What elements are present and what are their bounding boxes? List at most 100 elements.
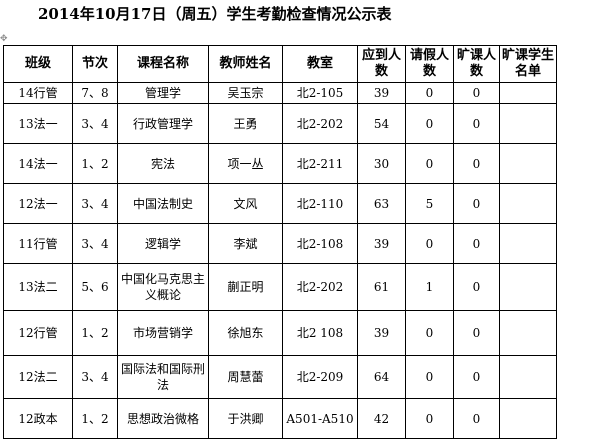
table-cell: 39 [357, 82, 406, 104]
table-cell: 于洪卿 [208, 398, 283, 439]
table-cell: 14法一 [3, 143, 73, 184]
table-cell: 1 [405, 263, 454, 311]
table-cell: 文风 [208, 183, 283, 224]
table-cell: 市场营销学 [117, 310, 209, 356]
table-cell: 0 [405, 143, 454, 184]
table-cell: 蒯正明 [208, 263, 283, 311]
column-header: 应到人数 [357, 45, 406, 83]
table-cell: 30 [357, 143, 406, 184]
column-header: 旷课人数 [453, 45, 500, 83]
table-cell: 0 [453, 263, 500, 311]
table-cell: 0 [405, 82, 454, 104]
table-cell: 0 [453, 183, 500, 224]
table-row: 14行管 7、8 管理学 吴玉宗 北2-105 39 0 0 [3, 82, 557, 104]
table-cell: 1、2 [72, 143, 118, 184]
table-cell: 北2-105 [282, 82, 358, 104]
table-cell: 北2-211 [282, 143, 358, 184]
table-cell: 0 [453, 310, 500, 356]
table-cell: 11行管 [3, 223, 73, 264]
table-cell: 北2-110 [282, 183, 358, 224]
table-cell [499, 103, 557, 144]
table-cell: 5 [405, 183, 454, 224]
table-cell: 0 [453, 223, 500, 264]
table-cell: 北2-209 [282, 355, 358, 399]
table-cell: 管理学 [117, 82, 209, 104]
column-header: 教室 [282, 45, 358, 83]
table-cell: 12行管 [3, 310, 73, 356]
table-cell: 0 [453, 398, 500, 439]
table-cell: 63 [357, 183, 406, 224]
table-cell: 北2-202 [282, 263, 358, 311]
table-cell: 3、4 [72, 355, 118, 399]
table-cell: 0 [453, 143, 500, 184]
table-cell [499, 398, 557, 439]
header-row: 班级 节次 课程名称 教师姓名 教室 应到人数 请假人数 旷课人数 旷课学生名单 [3, 45, 557, 83]
column-header: 教师姓名 [208, 45, 283, 83]
table-cell: 3、4 [72, 223, 118, 264]
table-move-handle-icon[interactable]: ✥ [0, 34, 8, 44]
table-cell: 0 [453, 103, 500, 144]
table-cell: 吴玉宗 [208, 82, 283, 104]
table-cell: 12政本 [3, 398, 73, 439]
table-cell: 北2 108 [282, 310, 358, 356]
table-cell: 1、2 [72, 310, 118, 356]
table-cell: 行政管理学 [117, 103, 209, 144]
table-cell: 3、4 [72, 183, 118, 224]
table-cell: 54 [357, 103, 406, 144]
table-cell: 64 [357, 355, 406, 399]
table-cell: 13法一 [3, 103, 73, 144]
table-cell: 国际法和国际刑法 [117, 355, 209, 399]
column-header: 课程名称 [117, 45, 209, 83]
table-cell: 7、8 [72, 82, 118, 104]
table-cell: 61 [357, 263, 406, 311]
table-row: 12行管 1、2 市场营销学 徐旭东 北2 108 39 0 0 [3, 310, 557, 356]
table-cell: 0 [405, 223, 454, 264]
table-cell [499, 183, 557, 224]
table-cell [499, 355, 557, 399]
table-cell: 周慧蕾 [208, 355, 283, 399]
table-cell: 13法二 [3, 263, 73, 311]
attendance-table: 班级 节次 课程名称 教师姓名 教室 应到人数 请假人数 旷课人数 旷课学生名单 14行管 7、8… [3, 45, 557, 439]
table-cell: 14行管 [3, 82, 73, 104]
table-cell: 3、4 [72, 103, 118, 144]
table-cell: 42 [357, 398, 406, 439]
table-row: 13法二 5、6 中国化马克思主义概论 蒯正明 北2-202 61 1 0 [3, 263, 557, 311]
table-cell: 5、6 [72, 263, 118, 311]
table-cell: 北2-108 [282, 223, 358, 264]
table-cell: 39 [357, 223, 406, 264]
table-cell: 39 [357, 310, 406, 356]
table-cell: 12法二 [3, 355, 73, 399]
table-cell: 思想政治微格 [117, 398, 209, 439]
table-cell: A501-A510 [282, 398, 358, 439]
table-cell: 0 [453, 82, 500, 104]
column-header: 班级 [3, 45, 73, 83]
table-cell: 逻辑学 [117, 223, 209, 264]
table-cell [499, 310, 557, 356]
table-cell [499, 82, 557, 104]
table-cell: 0 [405, 355, 454, 399]
table-row: 12政本 1、2 思想政治微格 于洪卿 A501-A510 42 0 0 [3, 398, 557, 439]
table-cell: 0 [405, 103, 454, 144]
column-header: 旷课学生名单 [499, 45, 557, 83]
table-cell: 项一丛 [208, 143, 283, 184]
table-cell [499, 263, 557, 311]
table-row: 12法一 3、4 中国法制史 文风 北2-110 63 5 0 [3, 183, 557, 224]
table-cell: 0 [405, 398, 454, 439]
table-row: 14法一 1、2 宪法 项一丛 北2-211 30 0 0 [3, 143, 557, 184]
table-row: 11行管 3、4 逻辑学 李斌 北2-108 39 0 0 [3, 223, 557, 264]
table-cell: 1、2 [72, 398, 118, 439]
table-cell: 中国化马克思主义概论 [117, 263, 209, 311]
table-cell [499, 223, 557, 264]
column-header: 请假人数 [405, 45, 454, 83]
table-cell [499, 143, 557, 184]
page-title: 2014年10月17日（周五）学生考勤检查情况公示表 [38, 5, 392, 23]
table-cell: 李斌 [208, 223, 283, 264]
table-row: 12法二 3、4 国际法和国际刑法 周慧蕾 北2-209 64 0 0 [3, 355, 557, 399]
table-cell: 中国法制史 [117, 183, 209, 224]
table-cell: 12法一 [3, 183, 73, 224]
table-cell: 王勇 [208, 103, 283, 144]
table-cell: 0 [405, 310, 454, 356]
table-cell: 宪法 [117, 143, 209, 184]
table-cell: 徐旭东 [208, 310, 283, 356]
table-cell: 0 [453, 355, 500, 399]
